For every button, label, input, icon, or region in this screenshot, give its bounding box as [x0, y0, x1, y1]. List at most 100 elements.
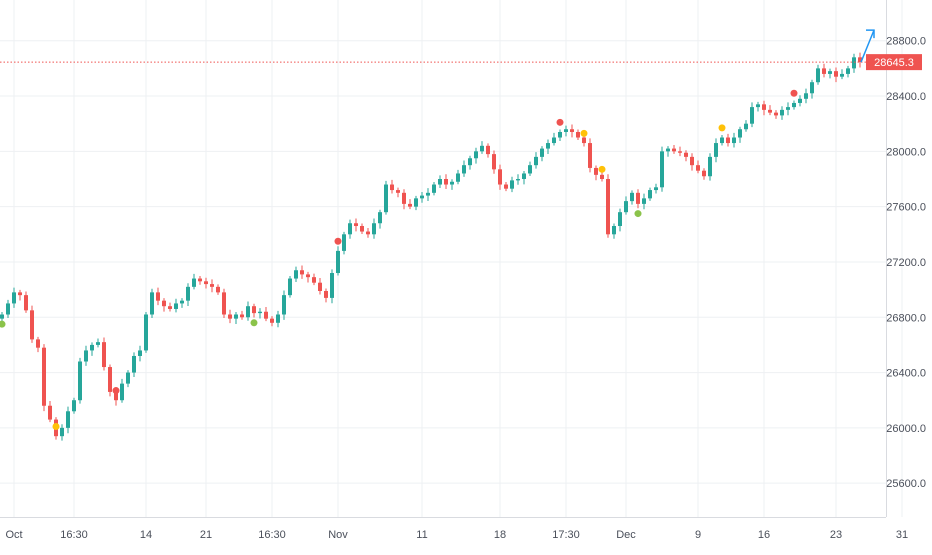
candle-body	[384, 184, 388, 213]
candle-body	[294, 270, 298, 279]
candle-body	[612, 226, 616, 235]
candle-body	[174, 303, 178, 309]
candle-body	[564, 129, 568, 132]
signal-marker	[718, 124, 726, 132]
candle-body	[516, 179, 520, 181]
candle-body	[192, 278, 196, 287]
candle-body	[60, 427, 64, 437]
x-tick-label: 16:30	[258, 529, 286, 541]
candle-body	[318, 282, 322, 291]
candle-body	[108, 367, 112, 392]
candle-body	[792, 102, 796, 108]
candle-body	[336, 250, 340, 274]
candle-body	[72, 400, 76, 412]
candle-body	[216, 286, 220, 293]
candle-body	[774, 112, 778, 116]
candle-body	[780, 109, 784, 116]
signal-marker	[52, 422, 60, 430]
candle-body	[600, 174, 604, 179]
candle-body	[180, 300, 184, 304]
candle-body	[342, 234, 346, 251]
y-tick-label: 25600.0	[886, 478, 926, 490]
signal-marker	[598, 165, 606, 173]
candle-body	[630, 192, 634, 202]
candle-body	[288, 278, 292, 296]
candle-body	[720, 137, 724, 144]
candle-body	[456, 173, 460, 182]
candle-body	[552, 137, 556, 144]
candle-body	[390, 184, 394, 191]
candle-body	[558, 131, 562, 138]
x-tick-label: 21	[200, 529, 212, 541]
candle-body	[378, 212, 382, 224]
candle-body	[114, 391, 118, 401]
candle-body	[18, 292, 22, 296]
candle-body	[324, 290, 328, 298]
candle-body	[750, 107, 754, 124]
candle-body	[816, 68, 820, 83]
candle-body	[648, 190, 652, 199]
candle-body	[840, 73, 844, 77]
candle-body	[510, 180, 514, 189]
candle-body	[684, 152, 688, 157]
x-tick-label: Dec	[616, 529, 636, 541]
candle-body	[762, 104, 766, 110]
candle-body	[258, 311, 262, 314]
candle-body	[498, 169, 502, 185]
candle-body	[810, 82, 814, 94]
y-tick-label: 28400.0	[886, 91, 926, 103]
x-tick-label: 16	[758, 529, 770, 541]
candle-body	[858, 57, 862, 63]
candle-body	[84, 350, 88, 362]
candle-body	[198, 278, 202, 282]
candle-body	[438, 179, 442, 185]
y-tick-label: 26400.0	[886, 368, 926, 380]
candle-body	[702, 170, 706, 177]
y-tick-label: 27600.0	[886, 202, 926, 214]
candle-body	[372, 223, 376, 235]
candle-body	[696, 165, 700, 171]
candle-body	[444, 179, 448, 185]
candle-body	[24, 295, 28, 311]
candle-body	[732, 137, 736, 144]
candle-body	[360, 226, 364, 232]
candle-body	[312, 277, 316, 283]
candle-body	[282, 295, 286, 315]
candle-body	[432, 184, 436, 193]
candle-body	[132, 355, 136, 373]
current-price-label: 28645.3	[874, 57, 914, 69]
x-tick-label: 23	[830, 529, 842, 541]
candle-body	[852, 57, 856, 69]
candle-body	[642, 198, 646, 204]
candle-body	[150, 292, 154, 315]
candle-body	[540, 148, 544, 157]
candle-body	[414, 198, 418, 207]
y-tick-label: 27200.0	[886, 257, 926, 269]
candle-body	[138, 350, 142, 356]
candle-body	[798, 98, 802, 103]
candle-body	[450, 181, 454, 185]
candle-body	[78, 361, 82, 401]
candle-body	[126, 372, 130, 384]
candle-body	[666, 148, 670, 152]
x-tick-label: 31	[896, 529, 908, 541]
signal-marker	[112, 387, 120, 395]
signal-marker	[334, 237, 342, 245]
candle-body	[240, 314, 244, 318]
signal-marker	[556, 118, 564, 126]
candle-body	[576, 131, 580, 138]
candle-body	[738, 129, 742, 138]
candle-body	[156, 292, 160, 301]
x-tick-label: Nov	[328, 529, 348, 541]
candle-body	[330, 273, 334, 298]
y-tick-label: 26800.0	[886, 312, 926, 324]
y-tick-label: 26000.0	[886, 423, 926, 435]
candle-body	[102, 342, 106, 368]
candle-body	[228, 314, 232, 319]
candle-body	[534, 156, 538, 166]
candle-body	[96, 342, 100, 345]
candle-body	[90, 344, 94, 351]
candle-body	[426, 192, 430, 196]
